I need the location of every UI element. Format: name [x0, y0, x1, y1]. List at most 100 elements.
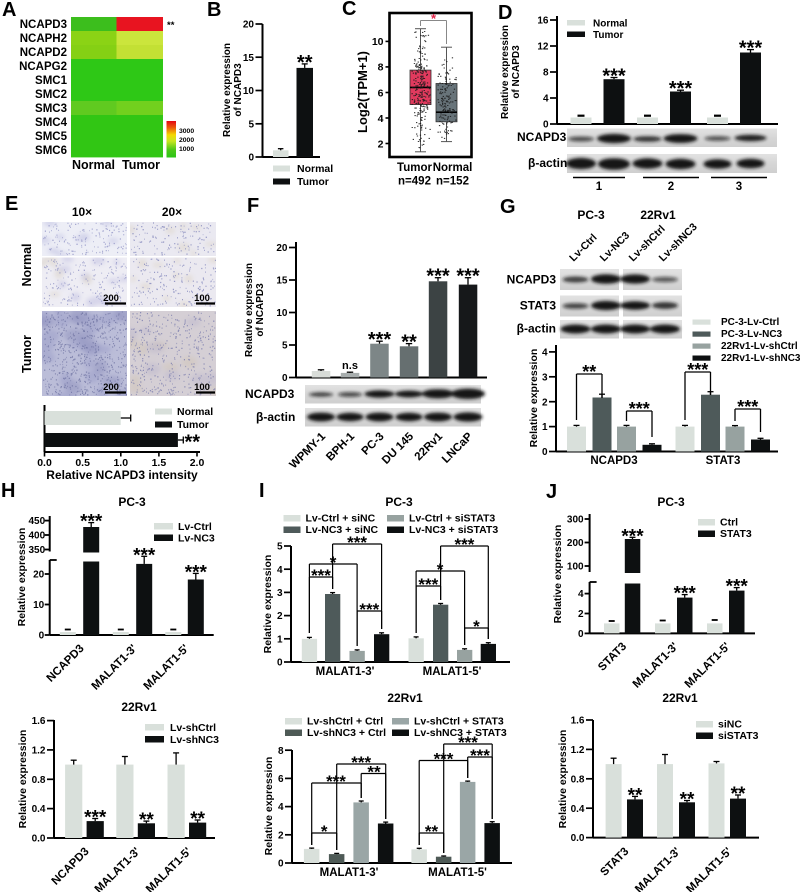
svg-text:SMC6: SMC6 [35, 145, 67, 157]
svg-text:6: 6 [278, 774, 284, 785]
svg-text:NCAPD2: NCAPD2 [20, 47, 67, 59]
svg-text:MALAT1-3': MALAT1-3' [320, 867, 379, 879]
svg-text:Normal: Normal [593, 19, 628, 30]
svg-text:2000: 2000 [179, 137, 194, 144]
svg-text:Tumor: Tumor [122, 158, 160, 172]
svg-text:200: 200 [103, 382, 119, 393]
svg-text:Tumor: Tumor [397, 162, 432, 174]
svg-text:1: 1 [277, 634, 283, 645]
svg-text:SMC4: SMC4 [35, 117, 68, 129]
svg-text:***: *** [726, 577, 749, 598]
svg-text:Relative expression: Relative expression [263, 757, 275, 856]
svg-text:0.4: 0.4 [571, 804, 585, 815]
svg-text:NCAPD3: NCAPD3 [245, 387, 295, 401]
svg-text:Lv-shCtrl + Ctrl: Lv-shCtrl + Ctrl [307, 715, 383, 727]
svg-text:MALAT1-5': MALAT1-5' [428, 867, 487, 879]
svg-text:PC-3: PC-3 [118, 495, 146, 509]
svg-text:1: 1 [542, 422, 548, 433]
svg-text:100: 100 [567, 562, 584, 573]
svg-text:8: 8 [543, 68, 549, 79]
svg-text:Relative expression: Relative expression [262, 555, 274, 654]
svg-text:***: *** [669, 78, 693, 100]
svg-text:200: 200 [103, 293, 119, 304]
svg-text:***: *** [368, 329, 392, 351]
svg-text:***: *** [602, 66, 626, 88]
svg-text:Relative expressionof NCAPD3: Relative expressionof NCAPD3 [500, 25, 522, 119]
svg-text:MALAT1-3': MALAT1-3' [316, 666, 375, 678]
svg-text:22Rv1: 22Rv1 [121, 700, 157, 714]
svg-text:Tumor: Tumor [20, 335, 34, 373]
svg-text:450: 450 [29, 516, 46, 527]
svg-text:Lv-NC3: Lv-NC3 [178, 533, 215, 545]
svg-text:Lv-shNC3: Lv-shNC3 [170, 734, 219, 746]
svg-text:PC-3-Lv-NC3: PC-3-Lv-NC3 [721, 329, 783, 340]
svg-text:100: 100 [194, 382, 210, 393]
svg-text:***: *** [418, 575, 438, 594]
svg-text:J: J [546, 481, 557, 503]
svg-text:***: *** [629, 399, 650, 419]
svg-text:Relative NCAPD3 intensity: Relative NCAPD3 intensity [46, 468, 198, 482]
svg-text:***: *** [455, 535, 475, 554]
svg-text:Relative expression: Relative expression [528, 349, 540, 448]
svg-text:4: 4 [542, 348, 548, 359]
svg-text:0.5: 0.5 [75, 457, 90, 469]
svg-text:**: ** [628, 785, 643, 806]
svg-text:MALAT1-5': MALAT1-5' [423, 666, 482, 678]
svg-text:n=152: n=152 [436, 176, 469, 188]
svg-text:NCAPD3: NCAPD3 [590, 455, 637, 467]
svg-text:**: ** [297, 52, 313, 74]
svg-text:**: ** [190, 809, 205, 830]
svg-text:Normal: Normal [433, 162, 473, 174]
svg-text:I: I [259, 480, 265, 502]
svg-text:***: *** [185, 562, 208, 583]
svg-text:0: 0 [39, 631, 45, 642]
svg-text:H: H [1, 480, 15, 502]
svg-text:5: 5 [282, 341, 288, 352]
svg-text:***: *** [470, 746, 490, 765]
svg-text:4: 4 [543, 94, 549, 105]
svg-text:siNC: siNC [718, 719, 742, 731]
svg-text:10: 10 [33, 600, 45, 611]
svg-text:22Rv1: 22Rv1 [640, 208, 676, 222]
svg-text:***: *** [80, 512, 103, 533]
svg-text:β-actin: β-actin [256, 410, 295, 424]
svg-text:Lv-Ctrl + siSTAT3: Lv-Ctrl + siSTAT3 [409, 512, 495, 524]
svg-text:1.5: 1.5 [152, 457, 167, 469]
svg-text:G: G [500, 196, 516, 218]
svg-text:22Rv1-Lv-shNC3: 22Rv1-Lv-shNC3 [721, 353, 800, 364]
svg-text:8: 8 [278, 746, 284, 757]
svg-text:22Rv1: 22Rv1 [387, 691, 423, 705]
svg-text:10: 10 [372, 36, 384, 48]
svg-text:***: *** [84, 808, 107, 829]
svg-text:***: *** [351, 753, 371, 772]
svg-text:Log2(TPM+1): Log2(TPM+1) [355, 51, 370, 133]
svg-text:PC-3-Lv-Ctrl: PC-3-Lv-Ctrl [721, 317, 780, 328]
svg-text:SMC2: SMC2 [35, 89, 67, 101]
svg-text:1.6: 1.6 [571, 716, 585, 727]
svg-text:Ctrl: Ctrl [720, 517, 738, 529]
svg-text:E: E [5, 193, 18, 215]
svg-text:B: B [207, 0, 221, 21]
svg-text:22Rv1: 22Rv1 [662, 691, 698, 705]
svg-text:Relative expression: Relative expression [557, 730, 569, 829]
svg-text:**: ** [680, 789, 695, 810]
svg-text:Normal: Normal [72, 158, 115, 172]
svg-text:**: ** [139, 810, 154, 831]
svg-text:1.0: 1.0 [113, 457, 128, 469]
svg-text:Lv-shNC3 + Ctrl: Lv-shNC3 + Ctrl [307, 727, 386, 739]
svg-text:NCAPG2: NCAPG2 [19, 61, 67, 73]
svg-text:Relative expression: Relative expression [16, 528, 28, 627]
svg-text:0.0: 0.0 [37, 457, 52, 469]
svg-text:4: 4 [378, 113, 384, 125]
svg-text:**: ** [185, 432, 201, 454]
svg-text:Relative expression: Relative expression [552, 525, 564, 624]
svg-text:0: 0 [277, 658, 283, 669]
svg-text:Lv-Ctrl: Lv-Ctrl [178, 521, 212, 533]
svg-text:***: *** [458, 733, 478, 752]
svg-text:5: 5 [248, 119, 254, 130]
svg-text:10×: 10× [72, 205, 92, 219]
svg-text:*: * [473, 617, 480, 636]
svg-text:400: 400 [29, 531, 46, 542]
svg-text:0.0: 0.0 [571, 833, 585, 844]
svg-text:5: 5 [277, 542, 283, 553]
